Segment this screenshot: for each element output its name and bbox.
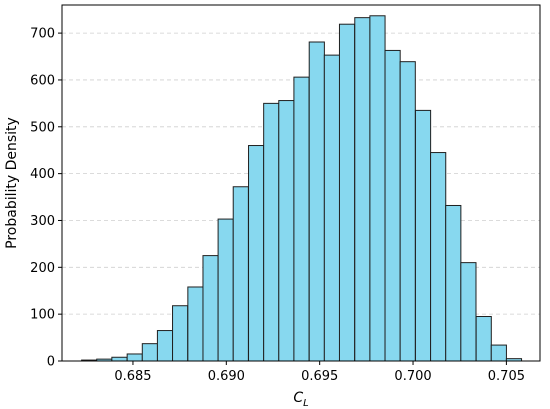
histogram-bar-19 bbox=[369, 15, 386, 362]
x-axis-label-subscript: L bbox=[303, 398, 309, 409]
histogram-bar-6 bbox=[172, 305, 189, 362]
histogram-bar-5 bbox=[156, 330, 174, 362]
histogram-bar-2 bbox=[111, 356, 128, 362]
x-tick-label-1: 0.690 bbox=[208, 369, 245, 384]
x-axis-label-main: C bbox=[293, 390, 303, 406]
histogram-bar-12 bbox=[263, 102, 280, 362]
y-tick-label-5: 500 bbox=[30, 120, 55, 135]
y-tick-label-2: 200 bbox=[30, 261, 55, 276]
histogram-bar-21 bbox=[399, 61, 416, 362]
x-tick-label-4: 0.705 bbox=[488, 369, 525, 384]
histogram-bars bbox=[81, 15, 523, 362]
y-tick-label-4: 400 bbox=[30, 167, 55, 182]
histogram-bar-13 bbox=[278, 100, 295, 362]
histogram-bar-26 bbox=[475, 316, 492, 362]
y-tick-label-1: 100 bbox=[30, 308, 55, 323]
histogram-bar-17 bbox=[338, 23, 356, 362]
plot-frame bbox=[61, 4, 541, 362]
x-axis-ticks: 0.685 0.690 0.695 0.700 0.705 bbox=[114, 361, 525, 384]
y-axis-ticks: 0 100 200 300 400 500 600 700 bbox=[30, 27, 62, 370]
x-tick-label-3: 0.700 bbox=[394, 369, 431, 384]
histogram-bar-3 bbox=[126, 353, 143, 362]
histogram-bar-23 bbox=[430, 152, 447, 362]
histogram-bar-15 bbox=[308, 41, 325, 362]
x-tick-label-2: 0.695 bbox=[301, 369, 338, 384]
y-tick-label-3: 300 bbox=[30, 214, 55, 229]
histogram-bar-22 bbox=[414, 109, 432, 362]
histogram-bar-25 bbox=[460, 262, 477, 362]
histogram-bar-10 bbox=[232, 186, 249, 362]
histogram-bar-8 bbox=[202, 255, 219, 362]
histogram-bar-20 bbox=[384, 49, 401, 362]
histogram-bar-16 bbox=[323, 54, 341, 362]
histogram-bar-27 bbox=[490, 344, 507, 362]
histogram-bar-4 bbox=[141, 343, 158, 362]
histogram-bar-11 bbox=[248, 145, 265, 362]
histogram-bar-7 bbox=[187, 286, 204, 362]
y-tick-label-6: 600 bbox=[30, 73, 55, 88]
y-tick-label-0: 0 bbox=[47, 355, 55, 370]
histogram-bar-14 bbox=[293, 76, 310, 362]
x-axis-label: CL bbox=[293, 390, 308, 409]
y-tick-label-7: 700 bbox=[30, 27, 55, 42]
histogram-bar-18 bbox=[354, 17, 371, 362]
x-tick-label-0: 0.685 bbox=[114, 369, 151, 384]
histogram-bar-24 bbox=[445, 204, 462, 362]
y-axis-label: Probability Density bbox=[4, 117, 20, 249]
histogram-bar-9 bbox=[217, 218, 234, 362]
